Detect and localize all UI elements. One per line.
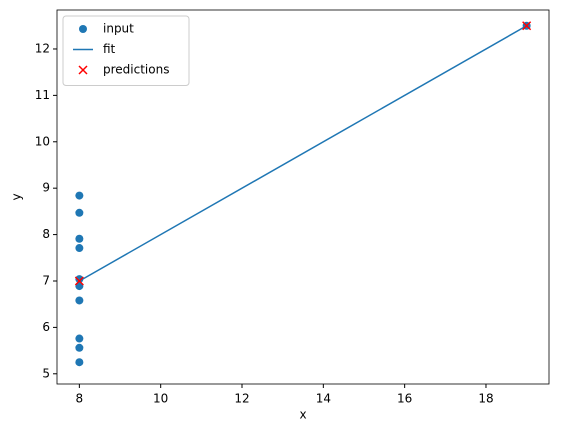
point [75,334,84,343]
x-axis-label: x [299,408,306,422]
y-axis-label: y [10,193,24,200]
legend-label: input [103,22,134,36]
legend-label: predictions [103,63,169,77]
x-tick-label: 12 [234,392,249,406]
x-marker [522,21,532,31]
y-tick-label: 7 [42,273,50,287]
y-tick-label: 11 [35,88,50,102]
y-tick-label: 8 [42,227,50,241]
legend-marker [79,25,87,33]
y-tick-label: 9 [42,181,50,195]
legend-label: fit [103,42,116,56]
point [75,343,84,352]
point [75,234,84,243]
fit-line [78,25,528,282]
y-tick-label: 12 [35,41,50,55]
legend-box [62,15,190,86]
x-tick-label: 10 [153,392,168,406]
x-stroke [522,21,532,31]
x-stroke [74,276,84,286]
x-marker [74,276,84,286]
point [75,282,84,291]
point [75,275,84,284]
point [75,358,84,367]
x-tick-label: 14 [316,392,331,406]
plot-frame [56,9,550,385]
y-tick-label: 5 [42,366,50,380]
point [75,208,84,217]
y-tick-label: 6 [42,320,50,334]
x-tick-label: 18 [478,392,493,406]
x-tick-label: 8 [76,392,84,406]
x-stroke [78,65,88,75]
x-marker [78,65,88,75]
x-tick-label: 16 [397,392,412,406]
point [75,296,84,305]
point [75,191,84,200]
y-tick-label: 10 [35,134,50,148]
point [75,244,84,253]
